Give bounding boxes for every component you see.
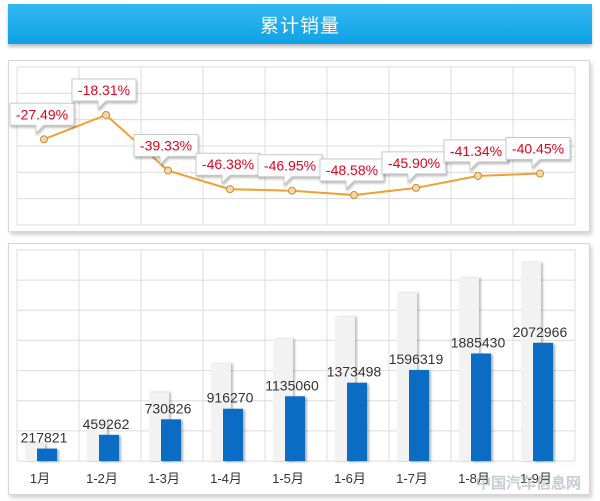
growth-label-callout — [257, 154, 323, 186]
bar-data-label: 2072966 — [513, 324, 568, 340]
growth-point — [474, 171, 482, 180]
line-chart-svg: -27.49% -18.31% -39.33% -46.38% -46.95% -48.5… — [9, 66, 576, 226]
bar-data-label: 459262 — [83, 416, 130, 432]
x-tick-label: 1月 — [30, 471, 50, 486]
growth-label-text: -39.33% — [140, 138, 192, 154]
growth-data-label: -27.49% — [9, 102, 75, 135]
x-tick-label: 1-8月 — [458, 471, 490, 486]
growth-data-label: -40.45% — [505, 137, 571, 169]
growth-label-text: -45.90% — [388, 155, 440, 171]
growth-point — [40, 135, 48, 144]
bar-data-label: 730826 — [145, 400, 192, 416]
bar-value — [409, 369, 429, 461]
growth-label-text: -40.45% — [512, 141, 564, 157]
bar-grid — [16, 249, 576, 462]
cumulative-sales-bar-chart: 217821 1月 459262 1-2月 730826 1-3月 916270 1-4月 11… — [8, 243, 590, 495]
x-tick-label: 1-2月 — [86, 471, 118, 486]
growth-label-callout — [133, 134, 199, 166]
growth-data-label: -45.90% — [381, 151, 447, 184]
bar-data-label: 1596319 — [389, 351, 444, 367]
bar-data-label: 1373498 — [327, 364, 382, 380]
growth-label-callout — [71, 78, 137, 111]
bar-data-label: 217821 — [21, 430, 68, 446]
growth-label-text: -46.38% — [202, 156, 254, 172]
chart-title-bar: 累计销量 — [8, 4, 592, 44]
growth-label-text: -18.31% — [78, 82, 130, 98]
growth-data-label: -18.31% — [71, 78, 137, 111]
growth-point — [288, 186, 296, 195]
bar-data-label: 916270 — [207, 390, 254, 406]
growth-point — [164, 166, 172, 175]
growth-data-label: -48.58% — [319, 158, 385, 191]
x-tick-label: 1-9月 — [520, 471, 552, 486]
x-tick-label: 1-6月 — [334, 471, 366, 486]
growth-label-callout — [505, 137, 571, 169]
growth-data-label: -46.38% — [195, 152, 261, 185]
chart-title: 累计销量 — [259, 15, 340, 37]
bar-value — [37, 448, 57, 461]
bar-value — [223, 408, 243, 461]
watermark-text: 中国汽车信息网 — [476, 474, 581, 492]
growth-label-callout — [9, 102, 75, 135]
bar-value — [285, 396, 305, 461]
bar-value — [471, 353, 491, 461]
growth-line-chart: -27.49% -18.31% -39.33% -46.38% -46.95% -48.5… — [8, 60, 590, 232]
growth-label-text: -41.34% — [450, 143, 502, 159]
growth-label-text: -27.49% — [16, 106, 68, 122]
growth-data-label: -41.34% — [443, 139, 509, 172]
growth-point — [412, 183, 420, 192]
x-tick-label: 1-5月 — [272, 471, 304, 486]
growth-point — [536, 169, 544, 178]
growth-data-label: -46.95% — [257, 154, 323, 186]
growth-label-text: -46.95% — [264, 158, 316, 174]
bar-value — [533, 342, 553, 461]
x-tick-label: 1-7月 — [396, 471, 428, 486]
bar-value — [161, 419, 181, 461]
bar-chart-svg: 217821 1月 459262 1-2月 730826 1-3月 916270 1-4月 11… — [16, 249, 581, 492]
bar-value — [99, 434, 119, 461]
growth-point — [226, 185, 234, 194]
growth-label-text: -48.58% — [326, 162, 378, 178]
bar-value — [347, 382, 367, 461]
growth-point — [102, 110, 110, 119]
x-tick-label: 1-3月 — [148, 471, 180, 486]
growth-point — [350, 191, 358, 200]
bar-data-label: 1885430 — [451, 334, 506, 350]
x-tick-label: 1-4月 — [210, 471, 242, 486]
bar-data-label: 1135060 — [265, 377, 319, 393]
growth-data-label: -39.33% — [133, 134, 199, 166]
